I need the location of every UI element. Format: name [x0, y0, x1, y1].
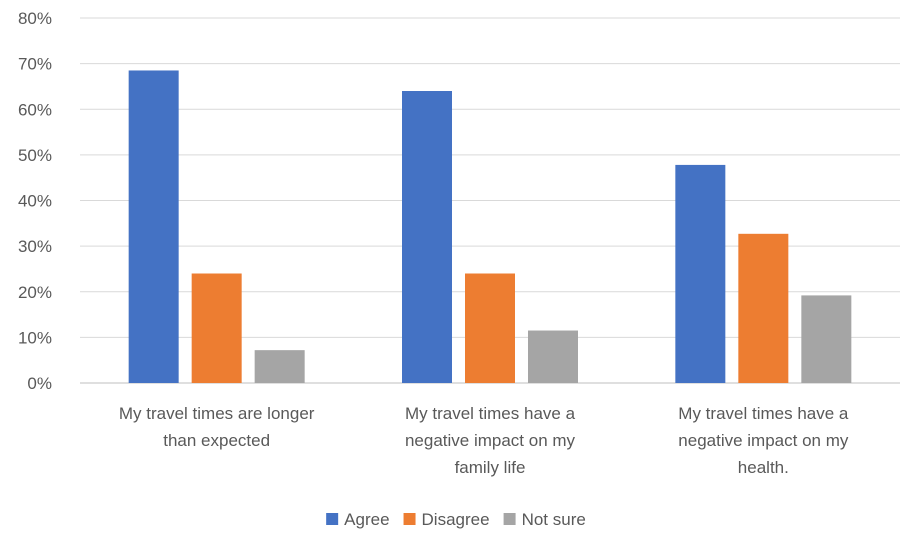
- bar-disagree: [465, 273, 515, 383]
- bar-disagree: [191, 273, 242, 383]
- legend-label-not-sure: Not sure: [522, 510, 586, 529]
- y-tick-label: 60%: [18, 100, 52, 119]
- y-axis-ticks: 0% 10% 20% 30% 40% 50% 60% 70% 80%: [18, 9, 52, 393]
- legend-label-agree: Agree: [344, 510, 389, 529]
- bar-not-sure: [254, 350, 305, 383]
- legend-swatch-not-sure: [503, 513, 516, 525]
- x-category-label: My travel times have a negative impact on…: [405, 404, 576, 477]
- x-category-label: My travel times have a negative impact on…: [678, 404, 849, 477]
- bars: [128, 70, 852, 383]
- x-axis-categories: My travel times are longer than expected M…: [119, 404, 849, 477]
- x-category-label: My travel times are longer than expected: [119, 404, 315, 450]
- y-tick-label: 40%: [18, 192, 52, 211]
- y-tick-label: 50%: [18, 146, 52, 165]
- bar-agree: [402, 91, 452, 383]
- legend-swatch-disagree: [403, 513, 416, 525]
- bar-not-sure: [801, 295, 852, 383]
- legend: Agree Disagree Not sure: [326, 510, 586, 529]
- y-tick-label: 30%: [18, 237, 52, 256]
- y-tick-label: 10%: [18, 328, 52, 347]
- legend-swatch-agree: [326, 513, 339, 525]
- bar-agree: [128, 70, 179, 383]
- bar-disagree: [738, 233, 789, 383]
- y-tick-label: 0%: [27, 374, 52, 393]
- bar-not-sure: [528, 330, 578, 383]
- legend-label-disagree: Disagree: [422, 510, 490, 529]
- y-tick-label: 80%: [18, 9, 52, 28]
- bar-agree: [675, 164, 726, 383]
- y-tick-label: 20%: [18, 283, 52, 302]
- y-tick-label: 70%: [18, 55, 52, 74]
